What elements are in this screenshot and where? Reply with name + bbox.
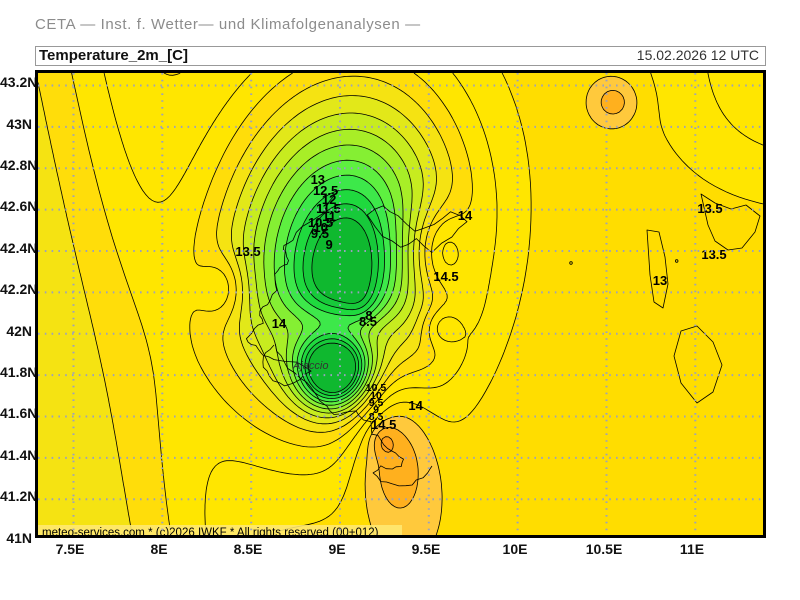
svg-text:Ajaccio: Ajaccio: [292, 360, 328, 372]
svg-text:14: 14: [408, 398, 423, 413]
svg-text:meteo-services.com * (c)2026: meteo-services.com * (c)2026 IWKF * All …: [42, 527, 379, 538]
svg-text:13.5: 13.5: [701, 247, 726, 262]
svg-text:8.5: 8.5: [369, 411, 384, 423]
svg-text:13.5: 13.5: [697, 201, 722, 216]
svg-text:13: 13: [653, 273, 667, 288]
svg-text:9: 9: [325, 237, 332, 252]
svg-text:8.5: 8.5: [359, 314, 377, 329]
svg-text:14: 14: [272, 316, 287, 331]
svg-text:14.5: 14.5: [433, 269, 458, 284]
